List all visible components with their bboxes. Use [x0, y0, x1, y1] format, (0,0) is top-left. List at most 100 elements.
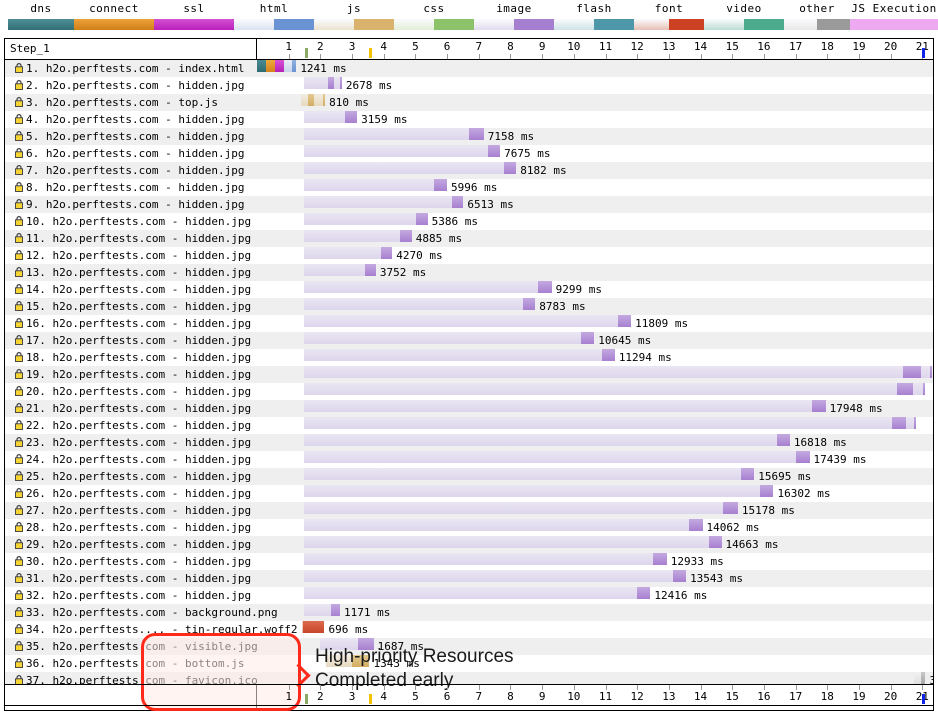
axis-tick-label: 4: [380, 690, 388, 703]
lock-icon: [15, 199, 23, 209]
table-row[interactable]: 12. h2o.perftests.com - hidden.jpg 4270 m…: [5, 247, 933, 264]
bar-segment-wait: [303, 77, 342, 89]
bar-segment-download: [537, 281, 551, 293]
table-row[interactable]: 9. h2o.perftests.com - hidden.jpg 6513 ms: [5, 196, 933, 213]
axis-tick: [858, 54, 860, 59]
request-label: 15. h2o.perftests.com - hidden.jpg: [26, 300, 252, 313]
table-row[interactable]: 17. h2o.perftests.com - hidden.jpg 10645 …: [5, 332, 933, 349]
duration-label: 7158 ms: [487, 130, 535, 143]
bar-segment-wait: [303, 298, 536, 310]
axis-tick-label: 4: [380, 40, 388, 53]
table-row[interactable]: 10. h2o.perftests.com - hidden.jpg 5386 m…: [5, 213, 933, 230]
table-row[interactable]: 14. h2o.perftests.com - hidden.jpg 9299 m…: [5, 281, 933, 298]
table-row[interactable]: 22. h2o.perftests.com - hidden.jpg: [5, 417, 933, 434]
table-row[interactable]: 5. h2o.perftests.com - hidden.jpg 7158 ms: [5, 128, 933, 145]
axis-event-marker-start-render: [304, 694, 308, 704]
bar-segment-end-tick: [719, 536, 722, 548]
table-row[interactable]: 29. h2o.perftests.com - hidden.jpg 14663 …: [5, 536, 933, 553]
bar-segment-download: [358, 638, 372, 650]
bar-segment-download: [399, 230, 411, 242]
table-row[interactable]: 7. h2o.perftests.com - hidden.jpg 8182 ms: [5, 162, 933, 179]
bar-segment-wait: [303, 281, 552, 293]
table-row[interactable]: 27. h2o.perftests.com - hidden.jpg 15178 …: [5, 502, 933, 519]
axis-tick: [890, 685, 892, 690]
table-row[interactable]: 16. h2o.perftests.com - hidden.jpg 11809 …: [5, 315, 933, 332]
bar-segment-download: [434, 179, 446, 191]
duration-label: 16302 ms: [777, 487, 831, 500]
lock-icon: [15, 607, 23, 617]
table-row[interactable]: 2. h2o.perftests.com - hidden.jpg 2678 ms: [5, 77, 933, 94]
bar-segment-download: [920, 672, 926, 684]
bar-segment-wait: [303, 332, 595, 344]
table-row[interactable]: 1. h2o.perftests.com - index.html 1241 ms: [5, 60, 933, 77]
axis-tick: [795, 54, 797, 59]
duration-label: 13543 ms: [690, 572, 744, 585]
axis-tick: [605, 54, 607, 59]
bar-segment-wait: [303, 587, 651, 599]
bar-segment-end-tick: [807, 451, 810, 463]
bar-segment-download: [636, 587, 650, 599]
bar-segment-end-tick: [684, 570, 687, 582]
table-row[interactable]: 6. h2o.perftests.com - hidden.jpg 7675 ms: [5, 145, 933, 162]
bar-segment-wait: [303, 349, 615, 361]
axis-tick: [510, 54, 512, 59]
legend-swatch: [234, 19, 314, 30]
lock-icon: [15, 182, 23, 192]
bar-segment-download: [708, 536, 721, 548]
table-row[interactable]: 13. h2o.perftests.com - hidden.jpg 3752 m…: [5, 264, 933, 281]
table-row[interactable]: 8. h2o.perftests.com - hidden.jpg 5996 ms: [5, 179, 933, 196]
axis-tick-label: 3: [348, 690, 356, 703]
table-row[interactable]: 3. h2o.perftests.com - top.js 810 ms: [5, 94, 933, 111]
lock-icon: [15, 675, 23, 684]
axis-tick-label: 10: [567, 40, 581, 53]
annotation-brace: [141, 633, 301, 711]
axis-tick: [415, 685, 417, 690]
legend-label: flash: [576, 2, 612, 15]
table-row[interactable]: 18. h2o.perftests.com - hidden.jpg 11294 …: [5, 349, 933, 366]
bar-segment-download: [776, 434, 789, 446]
axis-tick: [573, 685, 575, 690]
duration-label: 5996 ms: [450, 181, 498, 194]
axis-tick-label: 13: [662, 40, 676, 53]
legend-swatch: [314, 19, 394, 30]
request-label: 14. h2o.perftests.com - hidden.jpg: [26, 283, 252, 296]
table-row[interactable]: 26. h2o.perftests.com - hidden.jpg 16302 …: [5, 485, 933, 502]
axis-event-marker-dom-content-loaded: [369, 48, 373, 58]
table-row[interactable]: 32. h2o.perftests.com - hidden.jpg 12416 …: [5, 587, 933, 604]
axis-tick-label: 17: [788, 690, 803, 703]
bar-segment-download: [892, 417, 907, 429]
table-row[interactable]: 19. h2o.perftests.com - hidden.jpg: [5, 366, 933, 383]
bar-segment-download: [903, 366, 921, 378]
duration-label: 1343 ms: [373, 657, 420, 670]
table-row[interactable]: 28. h2o.perftests.com - hidden.jpg 14062 …: [5, 519, 933, 536]
table-row[interactable]: 33. h2o.perftests.com - background.png 11…: [5, 604, 933, 621]
table-row[interactable]: 21. h2o.perftests.com - hidden.jpg 17948 …: [5, 400, 933, 417]
bar-segment-download: [330, 604, 339, 616]
axis-tick: [320, 685, 322, 690]
table-row[interactable]: 4. h2o.perftests.com - hidden.jpg 3159 ms: [5, 111, 933, 128]
bar-segment-end-tick: [592, 332, 595, 344]
table-row[interactable]: 30. h2o.perftests.com - hidden.jpg 12933 …: [5, 553, 933, 570]
axis-tick: [352, 685, 354, 690]
lock-icon: [15, 556, 23, 566]
table-row[interactable]: 23. h2o.perftests.com - hidden.jpg 16818 …: [5, 434, 933, 451]
table-row[interactable]: 31. h2o.perftests.com - hidden.jpg 13543 …: [5, 570, 933, 587]
axis-tick: [478, 54, 480, 59]
lock-icon: [15, 301, 23, 311]
table-row[interactable]: 15. h2o.perftests.com - hidden.jpg 8783 m…: [5, 298, 933, 315]
bar-segment-download: [618, 315, 630, 327]
bar-segment-end-tick: [923, 383, 926, 395]
table-row[interactable]: 24. h2o.perftests.com - hidden.jpg 17439 …: [5, 451, 933, 468]
bar-segment-download: [653, 553, 666, 565]
lock-icon: [15, 284, 23, 294]
axis-tick-label: 1: [285, 690, 292, 703]
table-row[interactable]: 20. h2o.perftests.com - hidden.jpg: [5, 383, 933, 400]
legend-swatch: [850, 19, 938, 30]
axis-tick-label: 11: [598, 40, 613, 53]
duration-label: 2678 ms: [345, 79, 393, 92]
bar-segment-end-tick: [498, 145, 501, 157]
table-row[interactable]: 11. h2o.perftests.com - hidden.jpg 4885 m…: [5, 230, 933, 247]
table-row[interactable]: 25. h2o.perftests.com - hidden.jpg 15695 …: [5, 468, 933, 485]
bar-segment-wait: [303, 485, 774, 497]
request-label: 27. h2o.perftests.com - hidden.jpg: [26, 504, 252, 517]
